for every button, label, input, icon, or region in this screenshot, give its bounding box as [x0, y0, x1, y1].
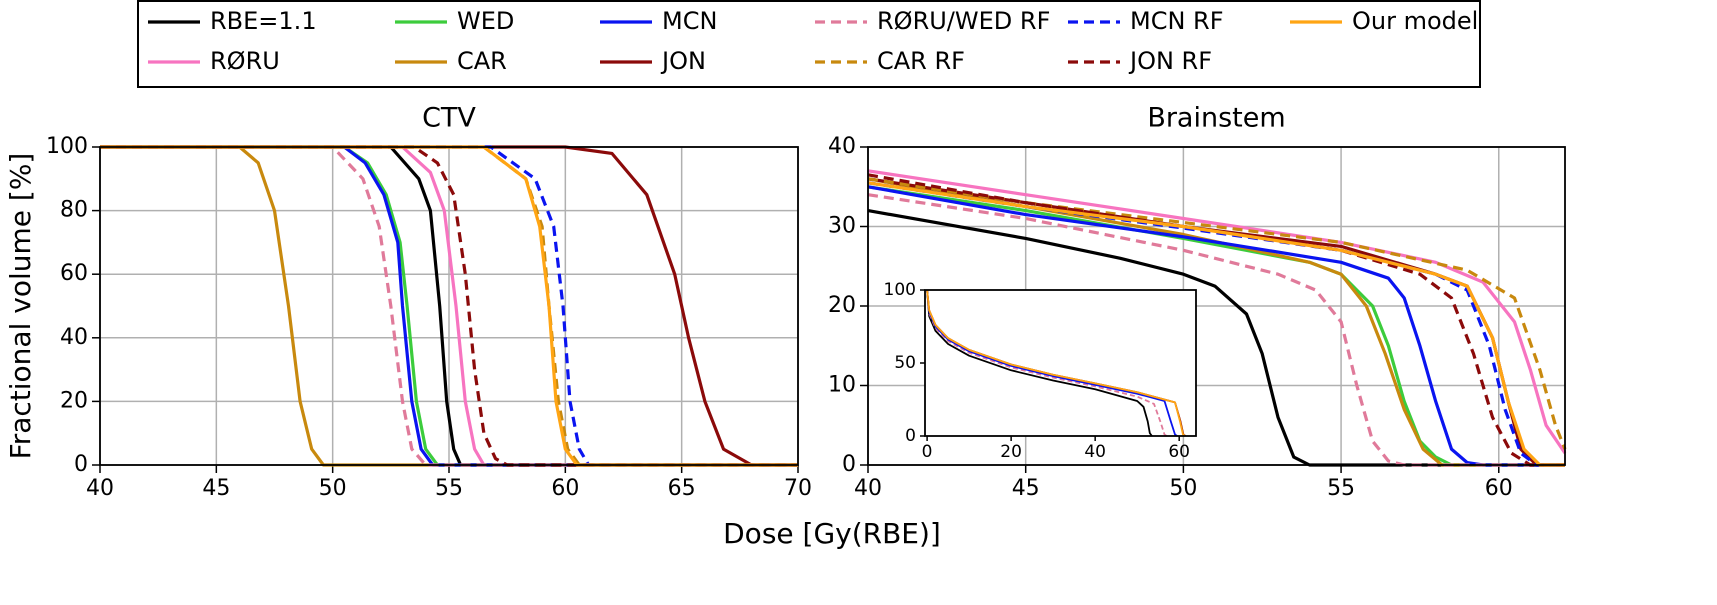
x-tick-label: 45 — [202, 476, 230, 501]
y-tick-label: 100 — [884, 280, 916, 300]
x-tick-label: 50 — [319, 476, 347, 501]
legend-label: CAR RF — [877, 47, 965, 75]
x-tick-label: 70 — [784, 476, 812, 501]
plot-area — [925, 290, 1196, 436]
x-tick-label: 45 — [1012, 476, 1040, 501]
x-tick-label: 40 — [854, 476, 882, 501]
series-line — [100, 145, 798, 467]
series-line — [867, 169, 1567, 454]
y-tick-label: 50 — [894, 353, 916, 373]
y-tick-label: 20 — [60, 388, 88, 413]
series-line — [867, 177, 1565, 467]
x-tick-label: 60 — [551, 476, 579, 501]
x-tick-label: 65 — [668, 476, 696, 501]
axes-frame — [99, 146, 799, 466]
chart-title: CTV — [422, 103, 476, 134]
series-line — [100, 145, 798, 467]
series-line — [100, 145, 798, 467]
axes-frame — [924, 289, 1197, 437]
y-tick-label: 80 — [60, 198, 88, 223]
x-axis-label: Dose [Gy(RBE)] — [723, 517, 941, 550]
x-tick-label: 40 — [86, 476, 114, 501]
y-tick-label: 40 — [828, 134, 856, 159]
series-line — [926, 289, 1153, 437]
x-tick-label: 20 — [1000, 442, 1022, 462]
series-line — [100, 145, 798, 467]
series-line — [100, 145, 798, 467]
series-line — [867, 181, 1565, 467]
legend-label: RØRU — [210, 47, 280, 75]
x-tick-label: 60 — [1485, 476, 1513, 501]
y-tick-label: 10 — [828, 373, 856, 398]
legend-label: RØRU/WED RF — [877, 7, 1050, 35]
series-line — [867, 185, 1565, 467]
series-line — [100, 145, 798, 467]
x-tick-label: 55 — [435, 476, 463, 501]
chart-title: Brainstem — [1147, 103, 1285, 134]
series-line — [867, 209, 1565, 467]
x-tick-label: 40 — [1084, 442, 1106, 462]
y-axis-label: Fractional volume [%] — [4, 153, 37, 460]
y-tick-label: 20 — [828, 293, 856, 318]
series-line — [926, 289, 1186, 437]
legend-label: JON — [660, 47, 706, 75]
series-line — [926, 289, 1178, 437]
y-tick-label: 40 — [60, 325, 88, 350]
x-tick-label: 50 — [1169, 476, 1197, 501]
y-tick-label: 60 — [60, 261, 88, 286]
y-tick-label: 0 — [905, 426, 916, 446]
axes-frame — [867, 146, 1566, 466]
legend-label: CAR — [457, 47, 507, 75]
legend-label: RBE=1.1 — [210, 7, 317, 35]
legend-label: MCN — [662, 7, 717, 35]
legend-label: MCN RF — [1130, 7, 1224, 35]
series-line — [100, 145, 798, 467]
y-tick-label: 0 — [74, 452, 88, 477]
series-line — [926, 289, 1168, 437]
x-tick-label: 55 — [1327, 476, 1355, 501]
x-tick-label: 0 — [922, 442, 933, 462]
series-line — [867, 193, 1565, 467]
legend-label: JON RF — [1128, 47, 1212, 75]
y-tick-label: 100 — [46, 134, 88, 159]
x-tick-label: 60 — [1168, 442, 1190, 462]
legend-label: Our model — [1352, 7, 1478, 35]
series-line — [100, 145, 798, 467]
legend-label: WED — [457, 7, 514, 35]
series-line — [867, 173, 1565, 467]
y-tick-label: 30 — [828, 214, 856, 239]
series-line — [100, 145, 798, 467]
y-tick-label: 0 — [842, 452, 856, 477]
legend-frame — [137, 0, 1481, 88]
